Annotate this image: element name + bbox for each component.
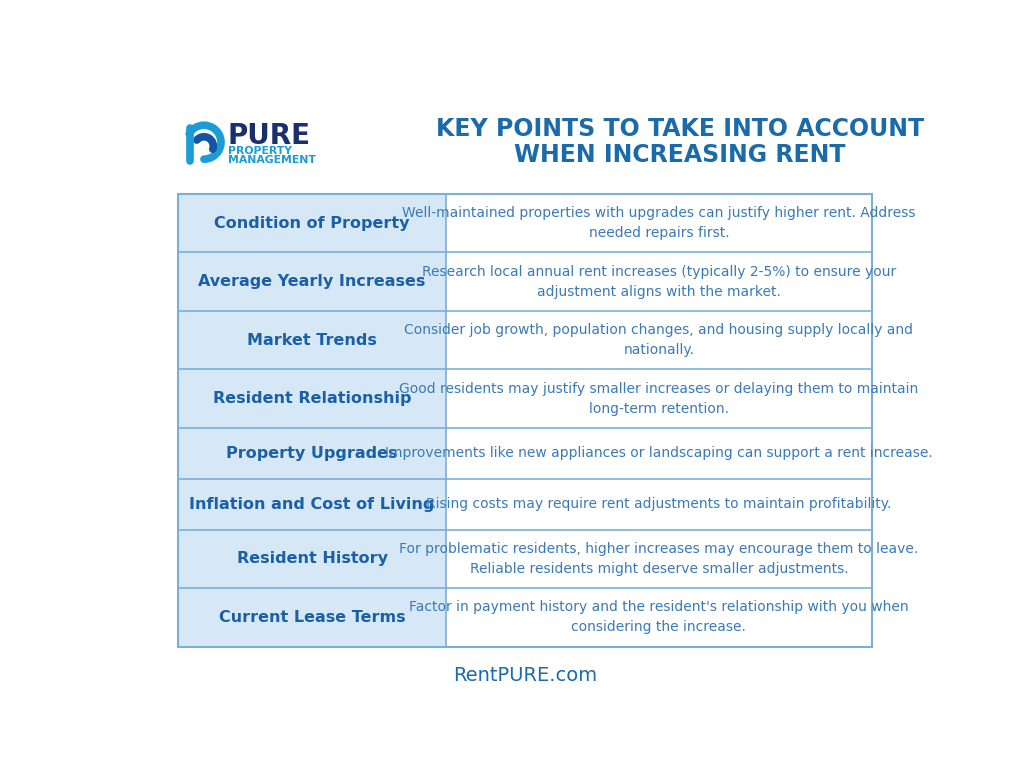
Bar: [178, 529, 445, 588]
Bar: [445, 428, 872, 478]
Text: MANAGEMENT: MANAGEMENT: [228, 155, 315, 165]
Text: Property Upgrades: Property Upgrades: [226, 445, 397, 461]
Bar: [178, 588, 445, 647]
Text: Factor in payment history and the resident's relationship with you when
consider: Factor in payment history and the reside…: [409, 601, 908, 634]
Text: Good residents may justify smaller increases or delaying them to maintain
long-t: Good residents may justify smaller incre…: [399, 382, 919, 415]
Text: Improvements like new appliances or landscaping can support a rent increase.: Improvements like new appliances or land…: [385, 446, 933, 460]
Text: KEY POINTS TO TAKE INTO ACCOUNT: KEY POINTS TO TAKE INTO ACCOUNT: [436, 118, 924, 141]
Bar: [445, 253, 872, 311]
Text: Research local annual rent increases (typically 2-5%) to ensure your
adjustment : Research local annual rent increases (ty…: [422, 264, 896, 299]
Bar: [445, 588, 872, 647]
Text: Inflation and Cost of Living: Inflation and Cost of Living: [189, 497, 435, 511]
Text: Rising costs may require rent adjustments to maintain profitability.: Rising costs may require rent adjustment…: [426, 497, 892, 511]
Text: For problematic residents, higher increases may encourage them to leave.
Reliabl: For problematic residents, higher increa…: [399, 541, 919, 576]
Text: Market Trends: Market Trends: [247, 333, 377, 348]
Text: WHEN INCREASING RENT: WHEN INCREASING RENT: [514, 144, 846, 167]
Text: PURE: PURE: [227, 122, 310, 150]
Text: Current Lease Terms: Current Lease Terms: [219, 610, 406, 625]
Bar: [178, 194, 872, 647]
Bar: [445, 369, 872, 428]
Bar: [178, 428, 445, 478]
Bar: [178, 253, 445, 311]
Text: RentPURE.com: RentPURE.com: [453, 667, 597, 685]
Text: Resident Relationship: Resident Relationship: [213, 391, 412, 406]
Bar: [178, 194, 445, 253]
Bar: [178, 478, 445, 529]
Text: Condition of Property: Condition of Property: [214, 216, 410, 230]
Text: Well-maintained properties with upgrades can justify higher rent. Address
needed: Well-maintained properties with upgrades…: [402, 206, 915, 240]
Text: Resident History: Resident History: [237, 551, 387, 566]
Bar: [445, 194, 872, 253]
Bar: [178, 369, 445, 428]
Text: PROPERTY: PROPERTY: [228, 146, 292, 156]
Text: Average Yearly Increases: Average Yearly Increases: [199, 274, 426, 289]
Bar: [178, 311, 445, 369]
Text: Consider job growth, population changes, and housing supply locally and
national: Consider job growth, population changes,…: [404, 323, 913, 357]
Bar: [445, 478, 872, 529]
Bar: [445, 529, 872, 588]
Bar: [445, 311, 872, 369]
